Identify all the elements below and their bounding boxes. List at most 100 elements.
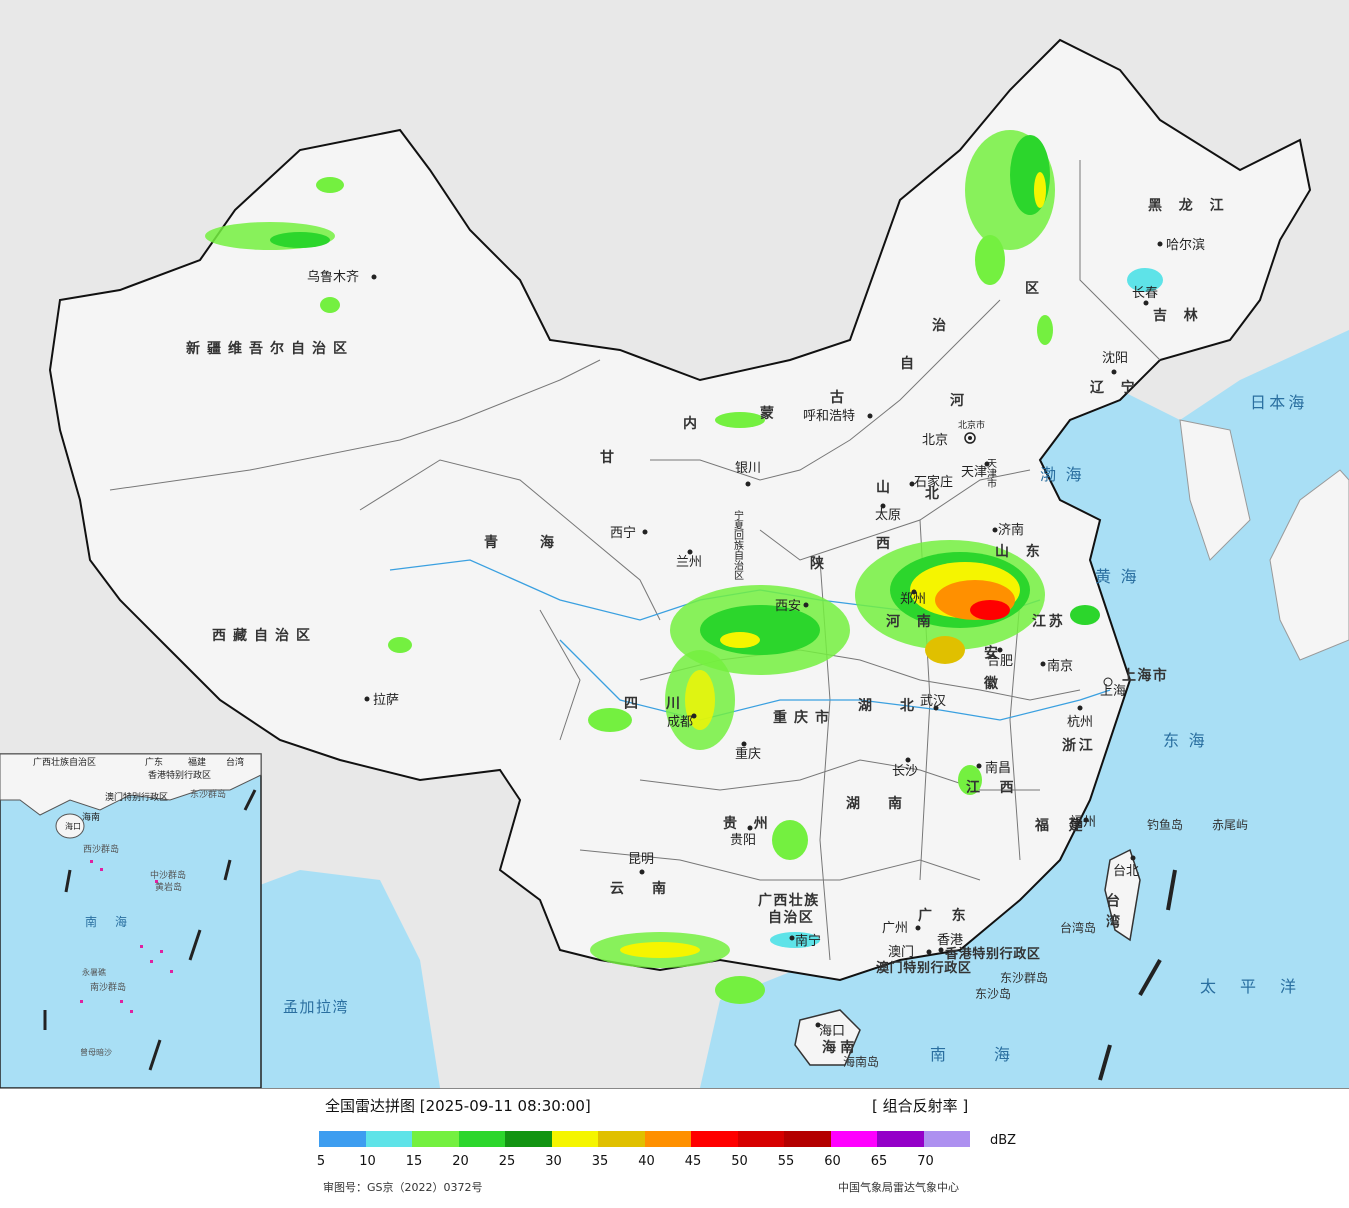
color-segment: [458, 1131, 505, 1147]
island-chiwei: 赤尾屿: [1212, 818, 1248, 832]
legend-title: 全国雷达拼图 [2025-09-11 08:30:00]: [325, 1097, 591, 1115]
color-segment: [923, 1131, 970, 1147]
label-liaoning: 辽宁: [1090, 379, 1152, 396]
label-xizang: 西藏自治区: [212, 627, 317, 644]
south-china-sea-inset: [0, 753, 262, 1089]
scale-tick-label: 50: [731, 1154, 748, 1169]
island-diaoyu: 钓鱼岛: [1147, 817, 1183, 832]
label-sichuan: 四川: [624, 696, 708, 712]
label-xi: 西: [876, 536, 897, 552]
label-guangxi: 广西壮族: [758, 892, 820, 909]
scale-tick-label: 70: [917, 1154, 934, 1169]
label-ningxia: 宁夏回族自治区: [732, 509, 744, 580]
label-hubei: 湖北: [858, 698, 942, 714]
scale-tick-label: 60: [824, 1154, 841, 1169]
scale-tick-label: 35: [591, 1154, 609, 1169]
label-heilongjiang: 黑龙江: [1148, 197, 1240, 214]
city-changchun: 长春: [1132, 286, 1158, 301]
inset-nanhai: 南海: [85, 914, 145, 929]
sea-nanhai: 南海: [930, 1045, 1058, 1064]
inset-hainan: 海南: [82, 811, 100, 823]
color-segment: [644, 1131, 691, 1147]
label-zi: 自: [900, 355, 921, 372]
scale-tick-label: 40: [638, 1154, 655, 1169]
inset-haikou: 海口: [65, 821, 81, 831]
inset-dongsha: 东沙群岛: [190, 788, 226, 800]
sea-labels: 渤海 黄海 东海 南海 日本海 太平洋 孟加拉湾 钓鱼岛 赤尾屿 台湾岛 东沙群…: [283, 393, 1320, 1069]
city-wuhan: 武汉: [920, 694, 946, 709]
legend-product: [ 组合反射率 ]: [872, 1097, 969, 1115]
city-yinchuan: 银川: [735, 461, 761, 476]
city-nanjing: 南京: [1047, 658, 1073, 674]
color-segment: [784, 1131, 831, 1147]
inset-hongkong: 香港特别行政区: [148, 769, 211, 781]
color-segment: [598, 1131, 645, 1147]
scale-tick-label: 65: [870, 1154, 888, 1169]
sea-bengal: 孟加拉湾: [283, 998, 349, 1016]
label-chongqing: 重庆市: [773, 709, 836, 726]
taiwan-island: [1104, 848, 1141, 942]
city-xining: 西宁: [610, 525, 636, 541]
city-chengdu: 成都: [667, 715, 693, 730]
city-shanghai: 上海: [1100, 684, 1126, 699]
city-beijing: 北京: [922, 433, 948, 448]
label-gan: 甘: [600, 449, 621, 466]
sea-huanghai: 黄海: [1095, 567, 1146, 586]
inset-nansha: 南沙群岛: [90, 981, 126, 993]
label-he: 河: [950, 392, 971, 409]
city-labels: 乌鲁木齐 拉萨 西宁 兰州 银川 呼和浩特 北京 北京市 天津 天津市 石家庄 …: [307, 237, 1205, 1039]
inset-xisha: 西沙群岛: [83, 843, 119, 855]
city-macau: 澳门: [888, 944, 914, 960]
city-shenyang: 沈阳: [1102, 351, 1128, 366]
city-nanchang: 南昌: [985, 760, 1011, 776]
color-segment: [319, 1131, 366, 1147]
label-gu: 古: [830, 389, 851, 406]
label-shaan: 陕: [810, 555, 831, 572]
city-zhengzhou: 郑州: [900, 592, 926, 607]
inset-guangdong: 广东: [145, 756, 163, 768]
sea-pacific: 太平洋: [1200, 977, 1320, 996]
inset-zhongsha: 中沙群岛: [150, 869, 186, 881]
label-shan: 山: [876, 480, 897, 496]
city-taiyuan: 太原: [875, 508, 901, 523]
city-kunming: 昆明: [628, 852, 654, 867]
city-guangzhou: 广州: [882, 921, 908, 936]
label-xinjiang: 新疆维吾尔自治区: [186, 340, 354, 357]
scale-tick-label: 45: [684, 1154, 702, 1169]
radar-map: 新疆维吾尔自治区 西藏自治区 青海 甘 内 蒙 古 自 治 区 黑龙江 吉林 辽…: [0, 0, 1349, 1089]
source-credit: 中国气象局雷达气象中心: [838, 1181, 959, 1194]
label-yunnan: 云南: [610, 880, 694, 897]
sea-bohai: 渤海: [1040, 465, 1091, 484]
color-segment: [737, 1131, 784, 1147]
label-fujian: 福建: [1034, 817, 1102, 834]
color-segment: [365, 1131, 412, 1147]
radar-map-svg: 新疆维吾尔自治区 西藏自治区 青海 甘 内 蒙 古 自 治 区 黑龙江 吉林 辽…: [0, 0, 1349, 1089]
island-dongsha: 东沙岛: [975, 986, 1011, 1001]
city-guiyang: 贵阳: [730, 833, 756, 848]
island-dongsha-group: 东沙群岛: [1000, 970, 1048, 985]
inset-yongshu: 永暑礁: [82, 967, 106, 977]
inset-zengmu: 曾母暗沙: [80, 1047, 112, 1057]
city-shijiazhuang: 石家庄: [914, 474, 953, 490]
label-taiwan: 台湾: [1104, 892, 1120, 935]
legend-unit: dBZ: [990, 1133, 1017, 1148]
label-meng: 蒙: [760, 405, 781, 422]
color-segment: [830, 1131, 877, 1147]
color-segment: [691, 1131, 738, 1147]
scale-tick-label: 10: [359, 1154, 376, 1169]
scale-tick-label: 25: [498, 1154, 516, 1169]
scale-tick-label: 15: [405, 1154, 423, 1169]
scale-tick-label: 30: [545, 1154, 562, 1169]
label-nei: 内: [683, 415, 704, 432]
label-hongkong: 香港特别行政区: [944, 946, 1041, 962]
label-qu: 区: [1025, 281, 1046, 297]
color-segment: [412, 1131, 459, 1147]
scale-tick-label: 5: [316, 1154, 326, 1169]
color-segment: [505, 1131, 552, 1147]
city-taipei: 台北: [1113, 864, 1139, 879]
label-jilin: 吉林: [1153, 307, 1215, 324]
legend-panel: 全国雷达拼图 [2025-09-11 08:30:00] [ 组合反射率 ] 5…: [0, 1089, 1349, 1208]
city-xian: 西安: [775, 599, 801, 614]
color-segment: [877, 1131, 924, 1147]
label-guangdong: 广东: [918, 907, 985, 924]
